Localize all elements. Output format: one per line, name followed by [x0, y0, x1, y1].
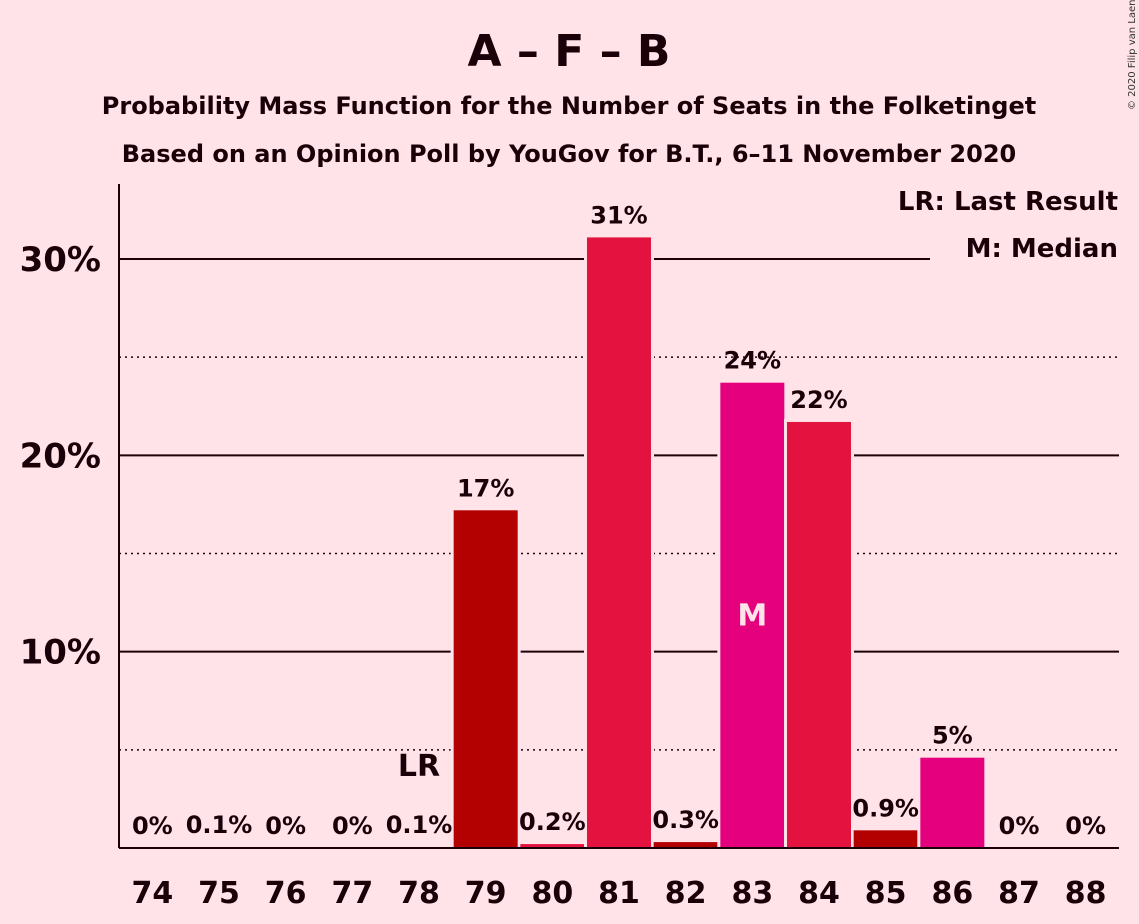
data-label: 0.2% — [519, 808, 586, 836]
x-tick-label: 80 — [531, 876, 573, 911]
y-tick-label: 10% — [20, 633, 101, 673]
bar — [520, 844, 585, 848]
legend-median: M: Median — [966, 234, 1118, 264]
legend-background — [930, 184, 1125, 264]
data-label: 0% — [265, 812, 306, 840]
data-labels: 0% 74 0.1% 75 0% 76 0% 77 0.1% 78 LR 17% 79 0.2% 80 31%… — [131, 201, 1106, 911]
data-label: 0.1% — [186, 811, 253, 839]
data-label: 0% — [332, 812, 373, 840]
x-tick-label: 84 — [798, 876, 840, 911]
data-label: 0% — [132, 812, 173, 840]
x-tick-label: 86 — [931, 876, 973, 911]
chart-subtitle-2: Based on an Opinion Poll by YouGov for B… — [122, 140, 1016, 168]
x-tick-label: 74 — [131, 876, 173, 911]
data-label: 0% — [999, 812, 1040, 840]
x-tick-label: 81 — [598, 876, 640, 911]
x-tick-label: 75 — [198, 876, 240, 911]
x-tick-label: 79 — [465, 876, 507, 911]
x-tick-label: 85 — [865, 876, 907, 911]
legend-last-result: LR: Last Result — [898, 187, 1118, 217]
chart-title: A – F – B — [468, 26, 671, 77]
bar — [787, 421, 851, 848]
data-label: 0.1% — [386, 811, 453, 839]
median-marker: M — [737, 598, 767, 633]
bar — [920, 757, 985, 848]
x-tick-label: 88 — [1065, 876, 1107, 911]
data-label: 22% — [790, 386, 847, 414]
bar — [853, 830, 918, 848]
x-tick-label: 87 — [998, 876, 1040, 911]
chart-subtitle-1: Probability Mass Function for the Number… — [102, 92, 1036, 120]
data-label: 0.9% — [852, 794, 919, 822]
data-label: 31% — [590, 201, 647, 229]
x-tick-label: 82 — [665, 876, 707, 911]
data-label: 0.3% — [652, 806, 719, 834]
x-tick-label: 77 — [331, 876, 373, 911]
last-result-marker: LR — [398, 749, 440, 784]
bar — [453, 510, 518, 848]
data-label: 5% — [932, 722, 973, 750]
y-tick-label: 20% — [20, 436, 101, 476]
copyright: © 2020 Filip van Laenen — [1127, 0, 1138, 110]
bar — [720, 382, 785, 848]
bar — [653, 842, 718, 848]
x-tick-label: 76 — [265, 876, 307, 911]
data-label: 17% — [457, 474, 514, 502]
y-tick-label: 30% — [20, 240, 101, 280]
data-label: 0% — [1065, 812, 1106, 840]
x-tick-label: 78 — [398, 876, 440, 911]
bar — [587, 237, 651, 849]
axes: 10% 20% 30% — [20, 184, 1119, 849]
data-label: 24% — [724, 347, 781, 375]
bars — [187, 234, 988, 849]
x-tick-label: 83 — [731, 876, 773, 911]
